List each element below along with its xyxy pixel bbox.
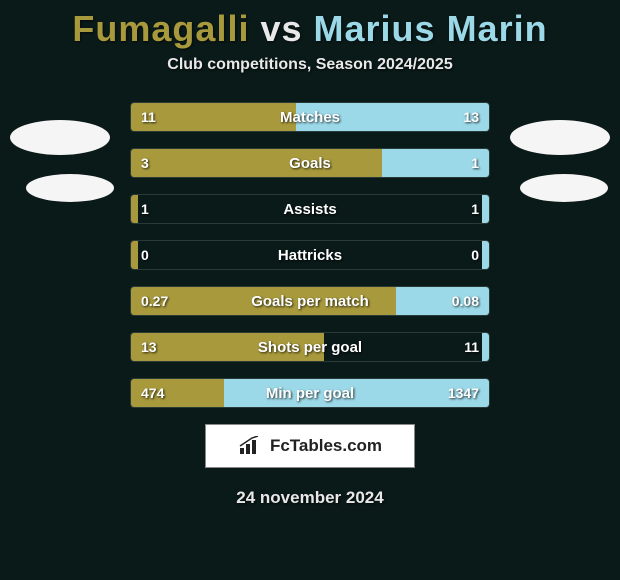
subtitle: Club competitions, Season 2024/2025 bbox=[0, 56, 620, 74]
stat-label: Goals bbox=[131, 149, 489, 177]
stat-label: Matches bbox=[131, 103, 489, 131]
stat-label: Min per goal bbox=[131, 379, 489, 407]
stats-container: 1113Matches 31Goals 11Assists 00Hattricks 0.… bbox=[130, 102, 490, 408]
player2-badge-icon bbox=[520, 174, 608, 202]
stat-row: 11Assists bbox=[130, 194, 490, 224]
stat-row: 1113Matches bbox=[130, 102, 490, 132]
page-title: Fumagalli vs Marius Marin bbox=[0, 0, 620, 50]
player1-name: Fumagalli bbox=[72, 8, 249, 49]
stat-label: Shots per goal bbox=[131, 333, 489, 361]
logo-text: FcTables.com bbox=[270, 436, 382, 456]
chart-icon bbox=[238, 436, 264, 456]
date-text: 24 november 2024 bbox=[0, 488, 620, 508]
player1-badge-icon bbox=[10, 120, 110, 155]
stat-label: Goals per match bbox=[131, 287, 489, 315]
fctables-logo: FcTables.com bbox=[205, 424, 415, 468]
player2-name: Marius Marin bbox=[314, 8, 548, 49]
stat-row: 31Goals bbox=[130, 148, 490, 178]
vs-text: vs bbox=[260, 8, 302, 49]
stat-row: 4741347Min per goal bbox=[130, 378, 490, 408]
stat-label: Assists bbox=[131, 195, 489, 223]
stat-row: 00Hattricks bbox=[130, 240, 490, 270]
stat-label: Hattricks bbox=[131, 241, 489, 269]
player1-badge-icon bbox=[26, 174, 114, 202]
stat-row: 0.270.08Goals per match bbox=[130, 286, 490, 316]
stat-row: 1311Shots per goal bbox=[130, 332, 490, 362]
player2-badge-icon bbox=[510, 120, 610, 155]
